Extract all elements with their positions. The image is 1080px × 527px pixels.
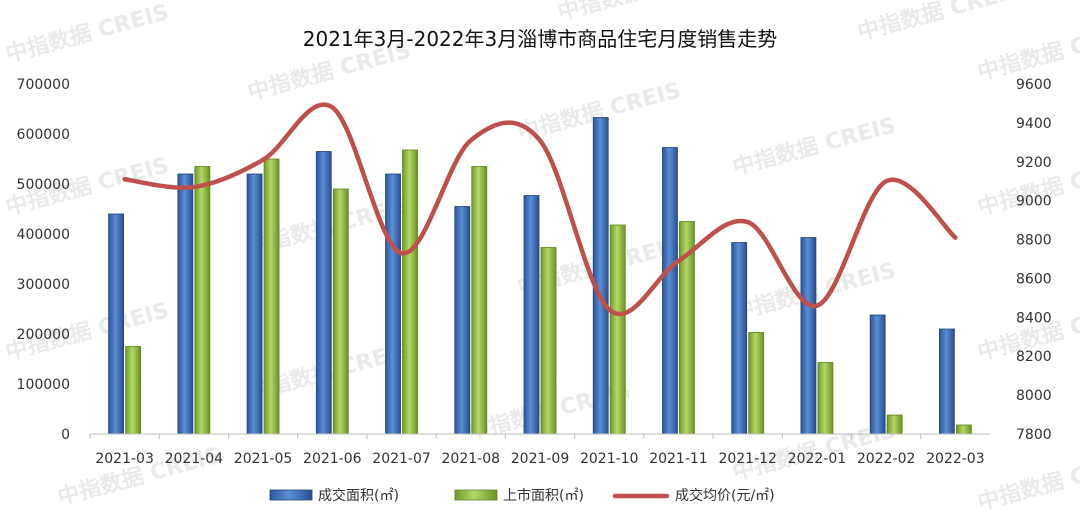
bar-listing-area (402, 149, 418, 435)
bar-transaction-area (869, 314, 886, 435)
bar-listing-area (263, 158, 280, 435)
y-right-tick-label: 8200 (1016, 349, 1052, 365)
bar-transaction-area (454, 206, 471, 435)
x-tick-label: 2021-03 (95, 451, 154, 467)
legend: 成交面积(㎡) 上市面积(㎡) 成交均价(元/㎡) (269, 487, 775, 504)
bar-transaction-area (662, 147, 678, 435)
bar-transaction-area (177, 173, 194, 435)
bar-transaction-area (523, 195, 540, 435)
legend-item-transaction-area: 成交面积(㎡) (269, 487, 399, 504)
x-tick-label: 2021-11 (649, 451, 708, 467)
x-tick-label: 2021-10 (580, 451, 639, 467)
bar-listing-area (955, 424, 972, 435)
series-line-price (122, 102, 958, 317)
bar-listing-area (817, 362, 834, 435)
left-axis: 0 100000 200000 300000 400000 500000 600000 700… (17, 77, 70, 443)
bar-listing-area (886, 414, 903, 435)
legend-item-avg-price: 成交均价(元/㎡) (612, 487, 775, 504)
y-left-tick-label: 400000 (17, 227, 70, 243)
legend-label: 成交面积(㎡) (318, 487, 399, 504)
y-right-tick-label: 7800 (1016, 427, 1052, 443)
y-right-tick-label: 8000 (1016, 388, 1052, 404)
x-tick-label: 2022-03 (926, 451, 985, 467)
y-left-tick-label: 300000 (17, 277, 70, 293)
legend-swatch (454, 489, 498, 501)
bar-transaction-area (731, 242, 748, 435)
x-tick-label: 2022-01 (788, 451, 847, 467)
bar-listing-area (194, 166, 211, 435)
bar-transaction-area (385, 173, 401, 435)
y-right-tick-label: 9600 (1016, 77, 1052, 93)
y-right-tick-label: 9200 (1016, 155, 1052, 171)
bar-transaction-area (108, 213, 125, 435)
bar-transaction-area (800, 237, 817, 435)
legend-item-listing-area: 上市面积(㎡) (454, 487, 584, 504)
watermark-text: 中指数据 CREIS (555, 0, 724, 26)
bar-listing-area (125, 346, 142, 435)
watermark-text: 中指数据 CREIS (3, 0, 172, 68)
x-tick-label: 2021-08 (442, 451, 501, 467)
x-tick-label: 2021-05 (234, 451, 293, 467)
bar-listing-area (332, 188, 349, 435)
x-tick-label: 2022-02 (857, 451, 916, 467)
watermark-text: 中指数据 CREIS (730, 112, 899, 181)
bar-listing-area (471, 166, 488, 435)
y-right-tick-label: 8600 (1016, 271, 1052, 287)
x-tick-label: 2021-12 (718, 451, 777, 467)
chart-title: 2021年3月-2022年3月淄博市商品住宅月度销售走势 (303, 27, 777, 51)
bar-transaction-area (938, 328, 955, 435)
right-axis: 7800 8000 8200 8400 8600 8800 9000 9200 9400 9600 (1016, 77, 1052, 443)
bars (108, 117, 972, 435)
y-left-tick-label: 700000 (17, 77, 70, 93)
x-axis: 2021-03 2021-04 2021-05 2021-06 2021-07 2021-… (89, 434, 985, 467)
bar-listing-area (609, 224, 626, 435)
legend-label: 成交均价(元/㎡) (675, 487, 775, 504)
y-right-tick-label: 9400 (1016, 116, 1052, 132)
x-tick-label: 2021-04 (165, 451, 224, 467)
watermark-text: 中指数据 CREIS (975, 17, 1080, 86)
bar-transaction-area (246, 173, 263, 435)
y-right-tick-label: 8400 (1016, 310, 1052, 326)
bar-listing-area (748, 332, 765, 435)
y-left-tick-label: 100000 (17, 377, 70, 393)
y-right-tick-label: 9000 (1016, 194, 1052, 210)
legend-swatch (269, 489, 313, 501)
y-right-tick-label: 8800 (1016, 233, 1052, 249)
y-left-tick-label: 200000 (17, 327, 70, 343)
legend-label: 上市面积(㎡) (503, 487, 584, 504)
y-left-tick-label: 500000 (17, 177, 70, 193)
x-tick-label: 2021-07 (372, 451, 431, 467)
y-left-tick-label: 600000 (17, 127, 70, 143)
y-left-tick-label: 0 (61, 427, 70, 443)
watermark-text: 中指数据 CREIS (975, 447, 1080, 516)
bar-transaction-area (315, 151, 332, 435)
bar-listing-area (540, 247, 557, 435)
x-tick-label: 2021-09 (511, 451, 570, 467)
bar-transaction-area (592, 117, 609, 435)
watermark-text: 中指数据 CREIS (855, 0, 1024, 46)
x-tick-label: 2021-06 (303, 451, 362, 467)
